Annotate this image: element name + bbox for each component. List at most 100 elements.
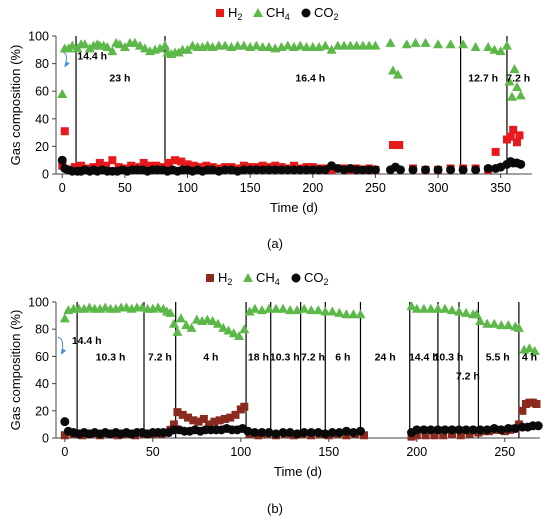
data-point-h2 <box>194 417 203 426</box>
data-point-co2 <box>421 165 431 175</box>
data-point-h2 <box>412 431 421 440</box>
legend-label-1: CH4 <box>256 270 280 287</box>
data-point-h2 <box>215 416 224 425</box>
data-point-h2 <box>506 132 515 141</box>
data-point-co2 <box>264 428 274 438</box>
data-point-co2 <box>426 425 436 435</box>
annotation-arrow <box>57 336 64 354</box>
data-point-ch4 <box>263 42 274 52</box>
data-point-ch4 <box>406 301 417 311</box>
data-point-ch4 <box>351 40 362 50</box>
data-point-co2 <box>57 155 67 165</box>
data-point-ch4 <box>251 40 262 50</box>
data-point-h2 <box>231 410 240 419</box>
data-point-ch4 <box>524 343 535 353</box>
data-point-co2 <box>468 425 478 435</box>
data-point-co2 <box>308 165 318 175</box>
data-point-co2 <box>348 428 358 438</box>
panel-label: (a) <box>267 236 283 251</box>
series-co2 <box>57 155 526 176</box>
data-point-h2 <box>205 420 214 429</box>
data-point-ch4 <box>470 42 481 52</box>
data-point-ch4 <box>355 309 366 319</box>
series-co2 <box>60 417 543 439</box>
data-point-co2 <box>299 428 309 438</box>
x-tick-label: 200 <box>406 445 427 459</box>
data-point-ch4 <box>134 40 145 50</box>
legend-marker-1 <box>253 8 263 17</box>
data-point-ch4 <box>57 88 68 98</box>
data-point-co2 <box>313 428 323 438</box>
data-point-ch4 <box>175 313 186 323</box>
data-point-ch4 <box>172 326 183 336</box>
data-point-co2 <box>60 417 70 427</box>
data-point-co2 <box>510 423 520 433</box>
legend-label-0: H2 <box>228 5 242 22</box>
data-point-h2 <box>60 431 69 440</box>
data-point-ch4 <box>420 37 431 47</box>
data-point-h2 <box>178 410 187 419</box>
data-point-ch4 <box>495 46 506 56</box>
data-point-ch4 <box>489 318 500 328</box>
data-point-h2 <box>360 431 368 440</box>
data-point-ch4 <box>102 42 113 52</box>
data-point-ch4 <box>320 40 331 50</box>
x-tick-label: 50 <box>118 181 132 195</box>
data-point-co2 <box>496 425 506 435</box>
data-point-co2 <box>327 428 337 438</box>
data-point-ch4 <box>271 303 281 313</box>
data-point-ch4 <box>327 306 338 316</box>
data-point-ch4 <box>79 39 90 49</box>
data-point-ch4 <box>439 303 450 313</box>
data-point-ch4 <box>228 328 239 338</box>
data-point-ch4 <box>249 303 260 313</box>
data-point-h2 <box>532 400 541 408</box>
data-point-ch4 <box>411 303 422 313</box>
data-point-h2 <box>388 141 397 150</box>
y-tick-label: 100 <box>28 296 49 310</box>
annotation-label-5: 10.3 h <box>270 351 300 363</box>
data-point-co2 <box>483 163 493 173</box>
chart-b: H2 CH4 CO2 0 20 40 60 80 100 0 50 100 150 200 250 Time … <box>8 270 543 516</box>
data-point-ch4 <box>301 42 312 52</box>
data-point-h2 <box>210 417 219 426</box>
data-point-co2 <box>433 425 443 435</box>
data-point-h2 <box>60 127 69 136</box>
y-tick-label: 80 <box>35 57 49 71</box>
data-point-co2 <box>239 165 249 175</box>
data-point-co2 <box>412 425 422 435</box>
data-point-ch4 <box>454 306 465 316</box>
annotation-label-3: 4 h <box>203 351 218 363</box>
data-point-co2 <box>243 426 253 436</box>
data-point-co2 <box>408 165 418 175</box>
y-tick-label: 40 <box>35 377 49 391</box>
data-point-ch4 <box>212 318 223 328</box>
legend-marker-2 <box>301 8 311 18</box>
data-point-ch4 <box>385 37 396 47</box>
data-point-ch4 <box>364 40 375 50</box>
x-tick-label: 350 <box>490 181 511 195</box>
data-point-co2 <box>292 429 302 439</box>
data-point-ch4 <box>256 305 267 315</box>
data-point-ch4 <box>425 303 436 313</box>
y-tick-label: 20 <box>35 404 49 418</box>
y-tick-label: 100 <box>28 30 49 44</box>
x-axis-label: Time (d) <box>270 200 318 215</box>
data-point-ch4 <box>447 305 457 315</box>
data-point-co2 <box>295 165 305 175</box>
x-tick-label: 250 <box>365 181 386 195</box>
data-point-co2 <box>285 428 295 438</box>
x-tick-label: 300 <box>428 181 449 195</box>
data-point-h2 <box>491 147 500 156</box>
data-point-ch4 <box>119 42 130 52</box>
data-point-ch4 <box>392 69 403 79</box>
y-tick-label: 0 <box>42 168 49 182</box>
data-point-ch4 <box>511 82 522 92</box>
data-point-ch4 <box>182 44 193 54</box>
data-point-co2 <box>270 165 280 175</box>
data-point-h2 <box>515 131 524 140</box>
annotation-label-7: 6 h <box>335 351 350 363</box>
data-point-ch4 <box>504 76 515 86</box>
data-point-ch4 <box>509 64 520 74</box>
